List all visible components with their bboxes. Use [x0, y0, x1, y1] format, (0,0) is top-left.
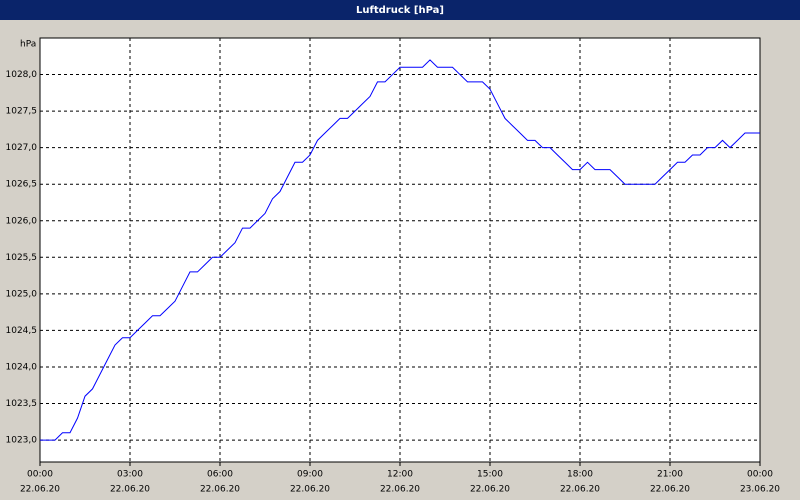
- x-tick-date: 22.06.20: [470, 485, 510, 495]
- y-tick-label: 1025,0: [6, 289, 38, 299]
- y-tick-label: 1026,0: [6, 216, 38, 226]
- y-tick-label: 1027,5: [6, 107, 38, 117]
- x-tick-date: 23.06.20: [740, 485, 780, 495]
- x-tick-date: 22.06.20: [560, 485, 600, 495]
- y-tick-label: 1028,0: [6, 70, 38, 80]
- y-tick-label: 1023,0: [6, 436, 38, 446]
- y-unit: hPa: [20, 40, 36, 50]
- x-tick-label: 00:00: [27, 470, 53, 480]
- x-tick-date: 22.06.20: [290, 485, 330, 495]
- x-tick-label: 00:00: [747, 470, 773, 480]
- x-tick-label: 18:00: [567, 470, 593, 480]
- x-tick-label: 15:00: [477, 470, 503, 480]
- x-tick-date: 22.06.20: [200, 485, 240, 495]
- x-tick-label: 21:00: [657, 470, 683, 480]
- x-tick-label: 12:00: [387, 470, 413, 480]
- y-tick-label: 1025,5: [6, 253, 38, 263]
- x-tick-date: 22.06.20: [650, 485, 690, 495]
- x-tick-label: 03:00: [117, 470, 143, 480]
- x-tick-label: 06:00: [207, 470, 233, 480]
- title-bar: [0, 0, 800, 20]
- x-tick-date: 22.06.20: [110, 485, 150, 495]
- y-tick-label: 1023,5: [6, 399, 38, 409]
- y-tick-label: 1026,5: [6, 180, 38, 190]
- y-tick-label: 1024,5: [6, 326, 38, 336]
- y-tick-label: 1027,0: [6, 143, 38, 153]
- x-tick-date: 22.06.20: [20, 485, 60, 495]
- chart-title: Luftdruck [hPa]: [356, 5, 444, 16]
- data-line: [40, 59, 760, 441]
- x-tick-date: 22.06.20: [380, 485, 420, 495]
- y-tick-label: 1024,0: [6, 362, 38, 372]
- x-tick-label: 09:00: [297, 470, 323, 480]
